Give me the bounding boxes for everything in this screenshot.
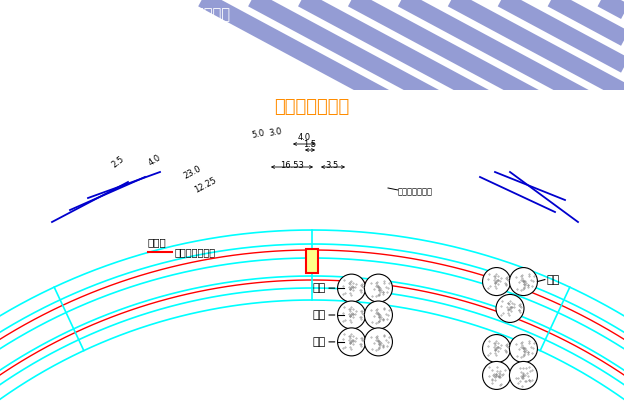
Text: 主拱肋拆除采用斜拉挂扣缆索吊装的施工工艺，分
环分段进行。: 主拱肋拆除采用斜拉挂扣缆索吊装的施工工艺，分 环分段进行。 <box>19 7 230 39</box>
Text: 4.0: 4.0 <box>298 133 311 142</box>
Circle shape <box>496 294 524 323</box>
Circle shape <box>482 335 510 362</box>
Text: 拱脚中心数值型: 拱脚中心数值型 <box>398 187 433 197</box>
Circle shape <box>338 274 366 302</box>
Text: 拱圈分环示意图: 拱圈分环示意图 <box>275 98 349 116</box>
Circle shape <box>338 301 366 329</box>
Text: 3.5: 3.5 <box>325 160 339 170</box>
Circle shape <box>509 268 537 296</box>
Text: 23.0: 23.0 <box>182 164 202 180</box>
Text: 图例：: 图例： <box>148 237 167 247</box>
Circle shape <box>364 301 392 329</box>
Text: 12.25: 12.25 <box>192 176 218 194</box>
Text: 4.0: 4.0 <box>147 152 163 167</box>
Text: 上、中环断面线: 上、中环断面线 <box>175 247 216 257</box>
Text: 1.5: 1.5 <box>303 140 316 149</box>
Circle shape <box>364 274 392 302</box>
Circle shape <box>482 362 510 389</box>
Text: 2.5: 2.5 <box>110 155 126 170</box>
Text: 上环: 上环 <box>547 275 560 285</box>
Circle shape <box>338 328 366 356</box>
Circle shape <box>509 362 537 389</box>
Bar <box>306 249 318 273</box>
Text: 下环: 下环 <box>313 337 326 347</box>
Text: 中环: 中环 <box>313 310 326 320</box>
Circle shape <box>509 335 537 362</box>
Text: 16.53: 16.53 <box>280 160 304 170</box>
Text: 上环: 上环 <box>313 283 326 293</box>
Circle shape <box>482 268 510 296</box>
Text: 3.0: 3.0 <box>268 127 282 138</box>
Text: 5.0: 5.0 <box>251 129 265 140</box>
Circle shape <box>364 328 392 356</box>
